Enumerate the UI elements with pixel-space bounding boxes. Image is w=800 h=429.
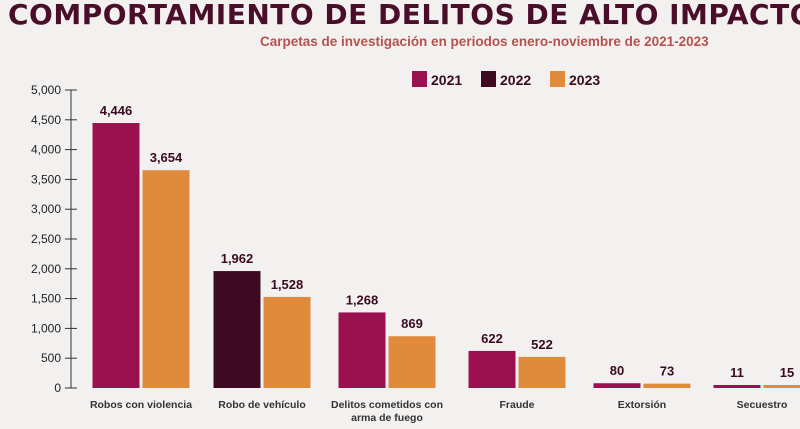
data-label: 73 [660, 364, 674, 379]
x-category-label: Fraude [499, 399, 534, 411]
chart-title: COMPORTAMIENTO DE DELITOS DE ALTO IMPACT… [8, 0, 800, 31]
data-label: 15 [780, 365, 794, 380]
x-category-label: Robos con violencia [90, 399, 192, 411]
bar-2021 [593, 383, 641, 388]
bar-2021 [468, 350, 516, 388]
data-label: 4,446 [100, 103, 133, 118]
y-tick-label: 1,000 [31, 321, 61, 335]
bar-2023 [142, 170, 190, 388]
bar-2021 [92, 123, 140, 388]
y-tick-label: 500 [41, 351, 61, 365]
legend-label-2023: 2023 [569, 72, 600, 88]
data-label: 11 [730, 365, 744, 380]
y-tick-label: 3,000 [31, 202, 61, 216]
y-tick-label: 4,500 [31, 113, 61, 127]
data-label: 869 [401, 316, 423, 331]
y-tick-label: 0 [54, 381, 61, 395]
data-label: 1,528 [271, 277, 304, 292]
legend-label-2021: 2021 [431, 72, 462, 88]
y-tick-label: 1,500 [31, 292, 61, 306]
y-tick-label: 4,000 [31, 143, 61, 157]
bar-2021 [338, 312, 386, 388]
data-label: 1,268 [346, 292, 379, 307]
legend-label-2022: 2022 [500, 72, 531, 88]
data-label: 622 [481, 331, 503, 346]
bar-2023 [388, 336, 436, 388]
legend-swatch-2021 [412, 71, 427, 87]
x-category-label: arma de fuego [351, 412, 423, 424]
data-label: 1,962 [221, 251, 254, 266]
legend-swatch-2022 [481, 71, 496, 87]
y-tick-label: 2,500 [31, 232, 61, 246]
x-category-label: Secuestro [737, 399, 788, 411]
data-label: 522 [531, 337, 553, 352]
data-label: 3,654 [150, 150, 183, 165]
y-tick-label: 3,500 [31, 172, 61, 186]
bar-2023 [643, 383, 691, 388]
chart-subtitle: Carpetas de investigación en periodos en… [260, 34, 709, 49]
y-tick-label: 2,000 [31, 262, 61, 276]
x-category-label: Extorsión [618, 399, 666, 411]
bar-2022 [213, 271, 261, 388]
y-tick-label: 5,000 [31, 83, 61, 97]
legend-swatch-2023 [550, 71, 565, 87]
bar-2023 [263, 296, 311, 388]
x-category-label: Robo de vehículo [218, 399, 306, 411]
bar-2023 [518, 356, 566, 388]
bar-2021 [713, 385, 761, 388]
x-category-label: Delitos cometidos con [331, 399, 443, 411]
bar-2023 [763, 385, 800, 388]
data-label: 80 [610, 363, 624, 378]
